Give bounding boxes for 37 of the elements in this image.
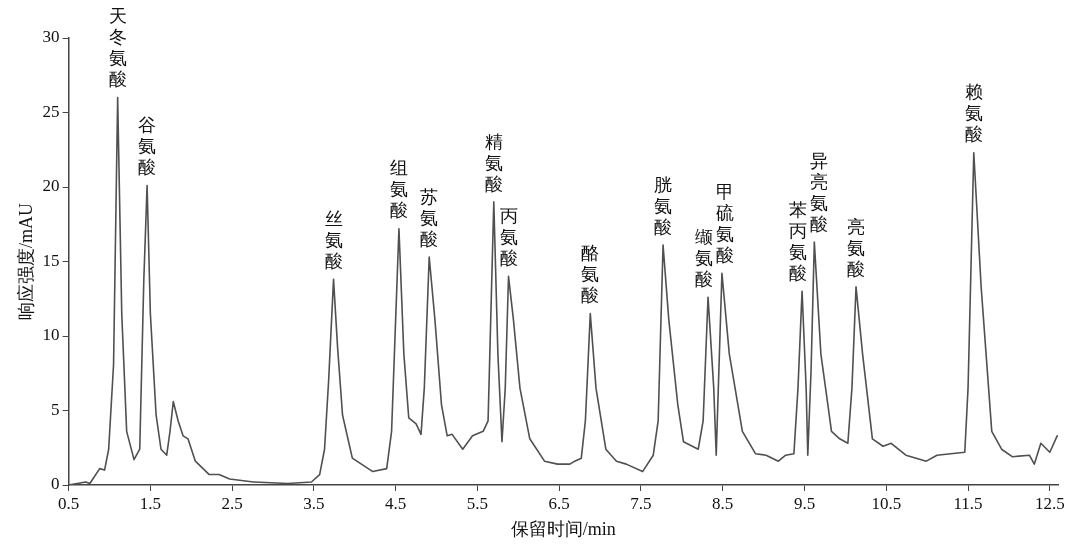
x-tick-label: 10.5 xyxy=(871,493,902,513)
x-axis-title: 保留时间/min xyxy=(510,518,616,539)
x-tick-label: 3.5 xyxy=(303,493,325,513)
x-tick-label: 8.5 xyxy=(712,493,734,513)
annotation: 苏氨酸 xyxy=(420,186,439,249)
y-tick-label: 10 xyxy=(42,325,60,345)
y-tick-label: 20 xyxy=(42,176,60,196)
x-tick-label: 2.5 xyxy=(221,493,243,513)
annotation: 酪氨酸 xyxy=(581,243,600,306)
annotation: 天冬氨酸 xyxy=(108,6,127,90)
annotation: 胱氨酸 xyxy=(654,174,673,237)
annotation: 甲硫氨酸 xyxy=(716,182,735,266)
y-tick-label: 30 xyxy=(42,27,60,47)
annotation: 异亮氨酸 xyxy=(809,150,828,234)
annotation: 赖氨酸 xyxy=(964,82,983,145)
annotation: 精氨酸 xyxy=(484,131,503,194)
y-tick-label: 0 xyxy=(51,474,60,494)
annotation: 组氨酸 xyxy=(389,158,408,221)
annotation: 丙氨酸 xyxy=(499,206,518,269)
x-tick-label: 0.5 xyxy=(57,493,80,513)
annotation: 谷氨酸 xyxy=(138,115,157,178)
y-tick-label: 25 xyxy=(42,101,60,121)
x-tick-label: 5.5 xyxy=(466,493,489,513)
annotation: 亮氨酸 xyxy=(847,216,866,279)
x-tick-label: 7.5 xyxy=(630,493,652,513)
y-axis-title: 响应强度/mAU xyxy=(15,203,36,320)
x-tick-label: 6.5 xyxy=(548,493,570,513)
y-tick-label: 15 xyxy=(42,250,60,270)
annotation: 丝氨酸 xyxy=(324,209,343,272)
annotation: 苯丙氨酸 xyxy=(788,200,807,284)
x-tick-label: 9.5 xyxy=(793,493,816,513)
annotation: 缬氨酸 xyxy=(695,226,714,289)
x-tick-label: 12.5 xyxy=(1034,493,1065,513)
y-tick-label: 5 xyxy=(51,399,60,419)
x-tick-label: 1.5 xyxy=(139,493,161,513)
x-tick-label: 4.5 xyxy=(385,493,407,513)
x-tick-label: 11.5 xyxy=(953,493,983,513)
